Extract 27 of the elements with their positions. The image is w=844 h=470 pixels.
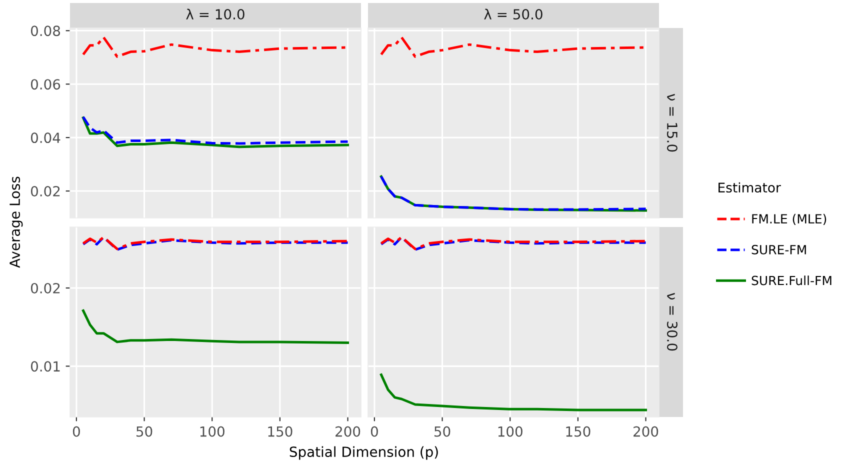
- text: ν = 15.0: [666, 94, 678, 152]
- x-tick-label: 200: [336, 426, 360, 437]
- y-tick-label: 0.01: [30, 361, 60, 372]
- legend-label: SURE.Full-FM: [752, 276, 832, 286]
- x-tick-label: 100: [200, 426, 224, 437]
- y-tick-label: 0.02: [30, 186, 60, 196]
- x-tick-label: 200: [634, 426, 658, 437]
- x-tick-label: 150: [566, 426, 590, 437]
- x-tick-label: 0: [370, 426, 378, 437]
- line-series: [82, 309, 350, 344]
- text: ν = 30.0: [666, 292, 678, 351]
- chart-title: λ = 50.0: [484, 8, 542, 20]
- legend-label: SURE-FM: [752, 244, 806, 254]
- x-tick-label: 50: [434, 426, 450, 437]
- y-tick-label: 0.04: [30, 132, 60, 144]
- y-tick-label: 0.06: [30, 79, 60, 90]
- chart-title: λ = 10.0: [186, 8, 244, 20]
- y-axis-title: Average Loss: [10, 176, 23, 268]
- legend-label: FM.LE (MLE): [752, 214, 826, 226]
- x-tick-label: 0: [72, 426, 80, 437]
- y-tick-label: 0.08: [30, 26, 60, 36]
- y-tick-label: 0.02: [30, 282, 60, 294]
- x-tick-label: 100: [498, 426, 522, 437]
- x-tick-label: 150: [268, 426, 292, 437]
- legend-title: Estimator: [718, 182, 781, 193]
- x-tick-label: 50: [136, 426, 152, 437]
- x-axis-title: Spatial Dimension (p): [290, 446, 438, 460]
